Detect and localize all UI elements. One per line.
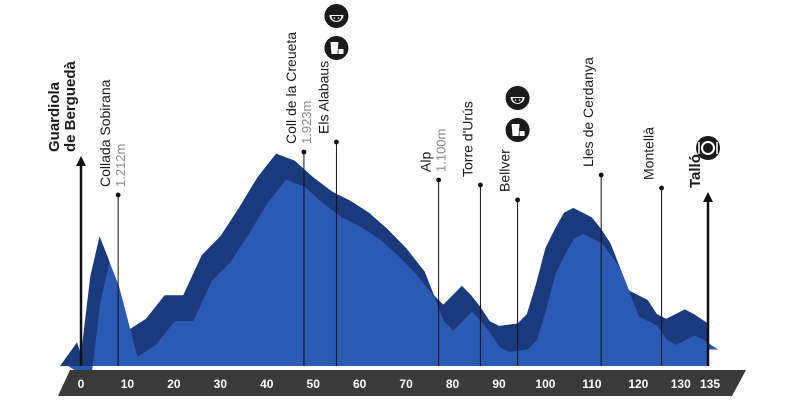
place-name-label: Torre d'Urús <box>459 101 475 177</box>
distance-axis: 0 10 20 30 40 50 60 70 80 90 100 110 120 130 135 <box>58 370 746 396</box>
meal-icon <box>696 136 720 160</box>
x-tick-label: 20 <box>167 377 181 391</box>
place-name-label: Els Alabaus <box>315 61 331 134</box>
x-tick-label: 70 <box>399 377 413 391</box>
x-tick-label: 120 <box>628 377 648 391</box>
drink-icon <box>324 36 349 60</box>
x-tick-label: 30 <box>214 377 228 391</box>
drink-icon <box>505 118 530 142</box>
x-tick-label: 60 <box>353 377 367 391</box>
place-name-label: Lles de Cerdanya <box>580 57 596 167</box>
place-name-label: Alp <box>418 152 434 172</box>
place-marker: Lles de Cerdanya <box>580 57 604 366</box>
place-marker: Torre d'Urús <box>459 101 483 366</box>
place-name-label: Talló <box>687 154 704 188</box>
place-altitude-label: 1.100m <box>434 129 449 172</box>
place-marker-dot <box>334 139 339 145</box>
x-tick-label: 130 <box>671 377 691 391</box>
place-marker-dot <box>301 149 307 155</box>
place-marker: Collada Sobirana 1.212m <box>97 79 128 366</box>
profile-area-layer <box>60 153 718 381</box>
place-marker: Guardiolade Berguedà <box>46 60 86 366</box>
place-marker: Talló <box>687 136 720 366</box>
x-tick-label: 40 <box>260 377 274 391</box>
x-tick-label: 0 <box>78 377 85 391</box>
place-marker: Bellver <box>497 86 530 366</box>
place-name-label: Montellà <box>641 127 657 180</box>
x-tick-label: 100 <box>535 377 555 391</box>
x-tick-label: 90 <box>492 377 506 391</box>
x-tick-label: 135 <box>700 377 720 391</box>
x-tick-label: 80 <box>446 377 460 391</box>
place-altitude-label: 1.212m <box>113 144 128 187</box>
x-tick-label: 10 <box>121 377 135 391</box>
place-marker: Montellà <box>641 127 664 366</box>
place-name-label: Coll de la Creueta <box>283 32 299 144</box>
place-marker-dot <box>598 172 604 178</box>
place-marker-dot <box>478 182 483 188</box>
place-markers: Guardiolade Berguedà Collada Sobirana 1.21… <box>46 4 720 366</box>
place-name-label: Collada Sobirana <box>97 79 113 187</box>
place-name-label: Guardiolade Berguedà <box>46 60 79 152</box>
watermelon-icon <box>505 86 530 110</box>
place-marker: Alp 1.100m <box>418 129 449 366</box>
watermelon-icon <box>324 4 349 28</box>
place-marker-dot <box>115 192 121 198</box>
x-tick-label: 50 <box>307 377 321 391</box>
place-marker-dot <box>436 177 442 183</box>
place-marker: Els Alabaus <box>315 4 349 366</box>
profile-area <box>68 179 718 381</box>
place-altitude-label: 1.923m <box>299 101 314 144</box>
place-marker-arrow <box>76 156 86 166</box>
place-marker-arrow <box>703 192 713 202</box>
place-marker-dot <box>515 197 520 203</box>
place-name-label: Bellver <box>497 149 513 192</box>
place-marker-dot <box>659 185 664 191</box>
x-tick-label: 110 <box>582 377 602 391</box>
place-marker: Coll de la Creueta 1.923m <box>283 32 314 366</box>
distance-axis-band <box>58 370 746 396</box>
